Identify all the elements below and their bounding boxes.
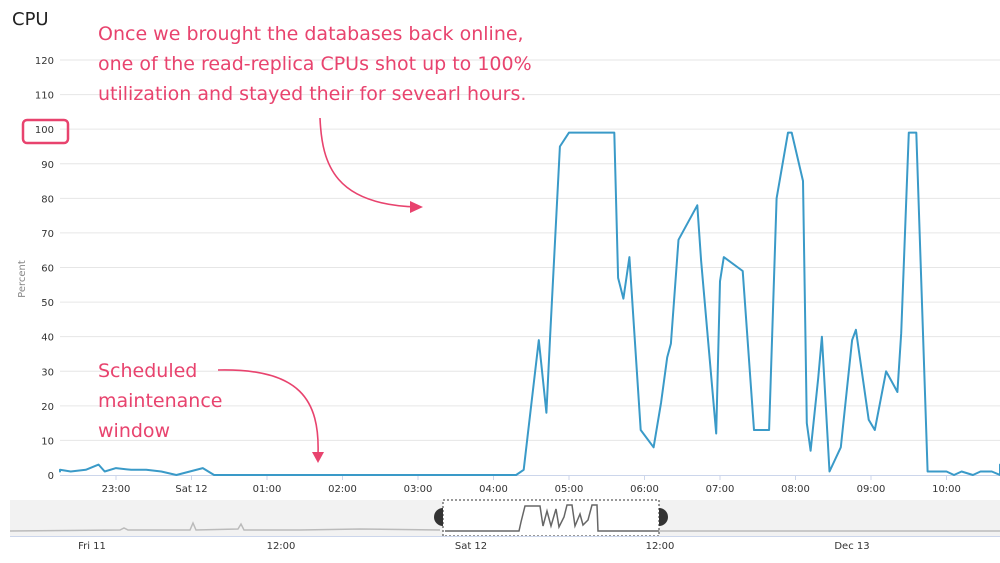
x-tick-label: 04:00 xyxy=(479,484,508,495)
annotation-bottom-line-1: Scheduled xyxy=(98,360,197,382)
navigator-ticks: Fri 11 12:00 Sat 12 12:00 Dec 13 xyxy=(78,541,870,552)
y-tick-label: 120 xyxy=(35,56,54,67)
x-tick-label: 10:00 xyxy=(932,484,961,495)
x-tick-label: 05:00 xyxy=(555,484,584,495)
y-tick-label: 0 xyxy=(48,471,54,482)
x-tick-label: 06:00 xyxy=(630,484,659,495)
y-tick-label: 40 xyxy=(41,333,54,344)
y-tick-label: 80 xyxy=(41,194,54,205)
navigator-tick-label: Dec 13 xyxy=(834,541,869,552)
navigator-tick-label: 12:00 xyxy=(646,541,675,552)
navigator-tick-label: 12:00 xyxy=(267,541,296,552)
x-tick-label: 23:00 xyxy=(102,484,131,495)
navigator-tick-label: Sat 12 xyxy=(455,541,487,552)
annotation-top: Once we brought the databases back onlin… xyxy=(98,23,532,213)
x-tick-label: 07:00 xyxy=(706,484,735,495)
navigator-right-handle-icon[interactable] xyxy=(659,508,668,526)
x-tick-label: 01:00 xyxy=(253,484,282,495)
annotation-top-line-2: one of the read-replica CPUs shot up to … xyxy=(98,53,532,75)
x-tick-label: 03:00 xyxy=(404,484,433,495)
annotation-top-arrowhead-icon xyxy=(410,201,423,213)
annotation-top-line-3: utilization and stayed their for sevearl… xyxy=(98,83,526,105)
y-axis-ticks: 0 10 20 30 40 50 60 70 80 90 100 110 120 xyxy=(35,56,54,482)
y-tick-label: 20 xyxy=(41,402,54,413)
y-tick-label: 70 xyxy=(41,229,54,240)
highlight-100-box xyxy=(21,118,70,145)
y-axis-label: Percent xyxy=(17,260,28,298)
annotation-bottom-line-2: maintenance xyxy=(98,390,222,412)
y-tick-label: 10 xyxy=(41,436,54,447)
annotation-bottom-arrowhead-icon xyxy=(312,452,324,463)
navigator-left-handle-icon[interactable] xyxy=(434,508,443,526)
x-axis-ticks: 23:00 Sat 12 01:00 02:00 03:00 04:00 05:00 06:0… xyxy=(102,475,961,495)
annotation-top-line-1: Once we brought the databases back onlin… xyxy=(98,23,524,45)
y-tick-label: 50 xyxy=(41,298,54,309)
y-tick-label: 30 xyxy=(41,367,54,378)
navigator-selected-range[interactable] xyxy=(442,499,660,537)
y-tick-label: 90 xyxy=(41,160,54,171)
y-tick-label: 100 xyxy=(35,125,54,136)
navigator-series-line xyxy=(9,521,441,532)
chart-grid xyxy=(60,59,1000,441)
x-tick-label: 08:00 xyxy=(781,484,810,495)
x-tick-label: Sat 12 xyxy=(175,484,207,495)
navigator[interactable] xyxy=(9,499,1000,537)
y-tick-label: 60 xyxy=(41,264,54,275)
navigator-tick-label: Fri 11 xyxy=(78,541,106,552)
annotation-top-arrow xyxy=(319,117,419,208)
series-line-cpu xyxy=(59,131,1000,476)
x-tick-label: 09:00 xyxy=(857,484,886,495)
navigator-selected-series-line xyxy=(445,504,659,532)
panel-title: CPU xyxy=(12,9,49,30)
x-tick-label: 02:00 xyxy=(328,484,357,495)
annotation-bottom-line-3: window xyxy=(98,420,170,442)
annotation-bottom-arrow xyxy=(217,369,319,456)
annotation-bottom: Scheduled maintenance window xyxy=(98,360,324,463)
y-tick-label: 110 xyxy=(35,91,54,102)
